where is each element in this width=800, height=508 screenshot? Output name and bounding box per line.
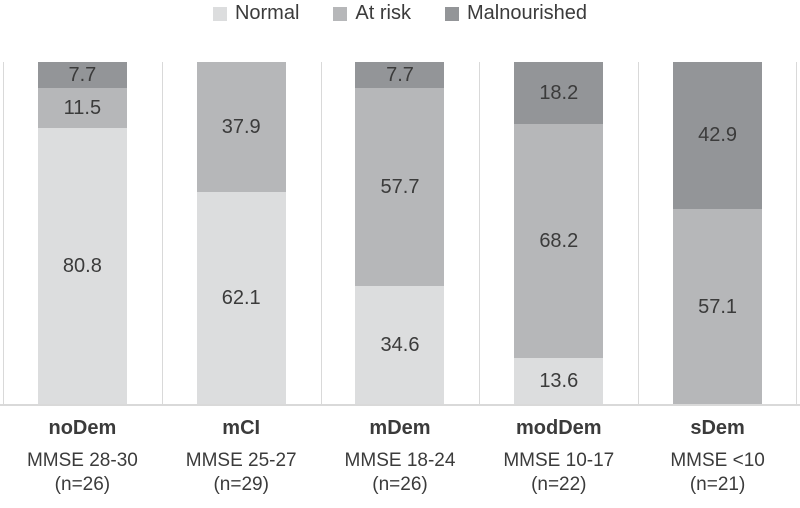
category-sample-size: (n=22) [531, 473, 587, 495]
data-label: 18.2 [539, 81, 579, 104]
segment-normal: 34.6 [355, 286, 445, 405]
segment-at-risk: 68.2 [514, 124, 604, 359]
legend-swatch-icon [444, 6, 459, 21]
category-gridline [479, 62, 481, 405]
segment-at-risk: 37.9 [196, 62, 286, 192]
segment-at-risk: 57.7 [355, 88, 445, 287]
category-mmse-range: MMSE 25-27 [185, 450, 297, 471]
segment-normal: 62.1 [196, 192, 286, 405]
data-label: 42.9 [698, 124, 738, 147]
segment-at-risk: 57.1 [673, 209, 763, 405]
category-mmse-range: MMSE <10 [670, 450, 765, 471]
bar-modDem: 18.2 68.2 13.6 [514, 62, 604, 405]
data-label: 62.1 [221, 287, 261, 309]
category-label-noDem: noDem MMSE 28-30 (n=26) [3, 417, 162, 497]
data-label: 80.8 [62, 254, 102, 277]
segment-normal: 13.6 [514, 358, 604, 405]
data-label: 7.7 [386, 63, 414, 86]
data-label: 34.6 [380, 334, 420, 357]
segment-malnourished: 7.7 [355, 62, 445, 89]
segment-malnourished: 18.2 [514, 62, 604, 125]
segment-malnourished: 42.9 [673, 62, 763, 210]
chart-legend: Normal At risk Malnourished [0, 2, 800, 25]
data-label: 68.2 [539, 229, 579, 252]
category-name: sDem [690, 417, 745, 439]
category-mmse-range: MMSE 10-17 [503, 450, 615, 471]
x-axis-line [0, 404, 800, 406]
plot-area: 7.7 11.5 80.8 37.9 62.1 7.7 57.7 34.6 18.2 68.2 13… [3, 62, 797, 405]
category-axis-labels: noDem MMSE 28-30 (n=26) mCI MMSE 25-27 (n=29)… [3, 417, 797, 497]
category-sample-size: (n=29) [213, 473, 269, 495]
category-sample-size: (n=21) [689, 473, 746, 495]
category-sample-size: (n=26) [54, 473, 111, 495]
bar-mCI: 37.9 62.1 [196, 62, 286, 405]
category-gridline [320, 62, 322, 405]
category-name: modDem [516, 417, 602, 439]
segment-normal: 80.8 [37, 127, 127, 405]
category-gridline [638, 62, 640, 405]
bar-mDem: 7.7 57.7 34.6 [355, 62, 445, 405]
data-label: 57.7 [380, 175, 420, 198]
category-gridline [796, 62, 797, 405]
bar-slot-mDem: 7.7 57.7 34.6 [321, 62, 480, 405]
category-gridline [161, 62, 163, 405]
category-mmse-range: MMSE 18-24 [344, 450, 456, 471]
data-label: 37.9 [221, 115, 261, 138]
legend-label: Normal [234, 2, 300, 24]
category-name: mDem [369, 417, 431, 439]
data-label: 13.6 [539, 370, 579, 393]
legend-item-malnourished: Malnourished [444, 2, 588, 25]
data-label: 11.5 [63, 96, 102, 119]
bar-noDem: 7.7 11.5 80.8 [37, 62, 127, 405]
segment-at-risk: 11.5 [37, 88, 127, 128]
legend-swatch-icon [212, 6, 227, 21]
bar-slot-noDem: 7.7 11.5 80.8 [3, 62, 162, 405]
legend-item-at-risk: At risk [333, 2, 411, 25]
category-label-modDem: modDem MMSE 10-17 (n=22) [479, 417, 638, 497]
category-label-sDem: sDem MMSE <10 (n=21) [638, 417, 797, 497]
data-label: 57.1 [698, 295, 738, 318]
legend-swatch-icon [333, 6, 348, 21]
bar-sDem: 42.9 57.1 [673, 62, 763, 405]
bar-slot-sDem: 42.9 57.1 [638, 62, 797, 405]
segment-malnourished: 7.7 [37, 62, 127, 89]
bar-slot-mCI: 37.9 62.1 [162, 62, 321, 405]
category-name: noDem [48, 417, 117, 439]
data-label: 7.7 [68, 63, 97, 86]
category-mmse-range: MMSE 28-30 [26, 450, 138, 471]
category-label-mDem: mDem MMSE 18-24 (n=26) [321, 417, 480, 497]
bar-slot-modDem: 18.2 68.2 13.6 [479, 62, 638, 405]
legend-label: At risk [355, 2, 411, 24]
category-name: mCI [222, 417, 261, 439]
category-label-mCI: mCI MMSE 25-27 (n=29) [162, 417, 321, 497]
category-sample-size: (n=26) [372, 473, 428, 495]
legend-label: Malnourished [466, 2, 588, 24]
bars-container: 7.7 11.5 80.8 37.9 62.1 7.7 57.7 34.6 18.2 68.2 13… [3, 62, 797, 405]
legend-item-normal: Normal [212, 2, 300, 25]
category-gridline [3, 62, 4, 405]
